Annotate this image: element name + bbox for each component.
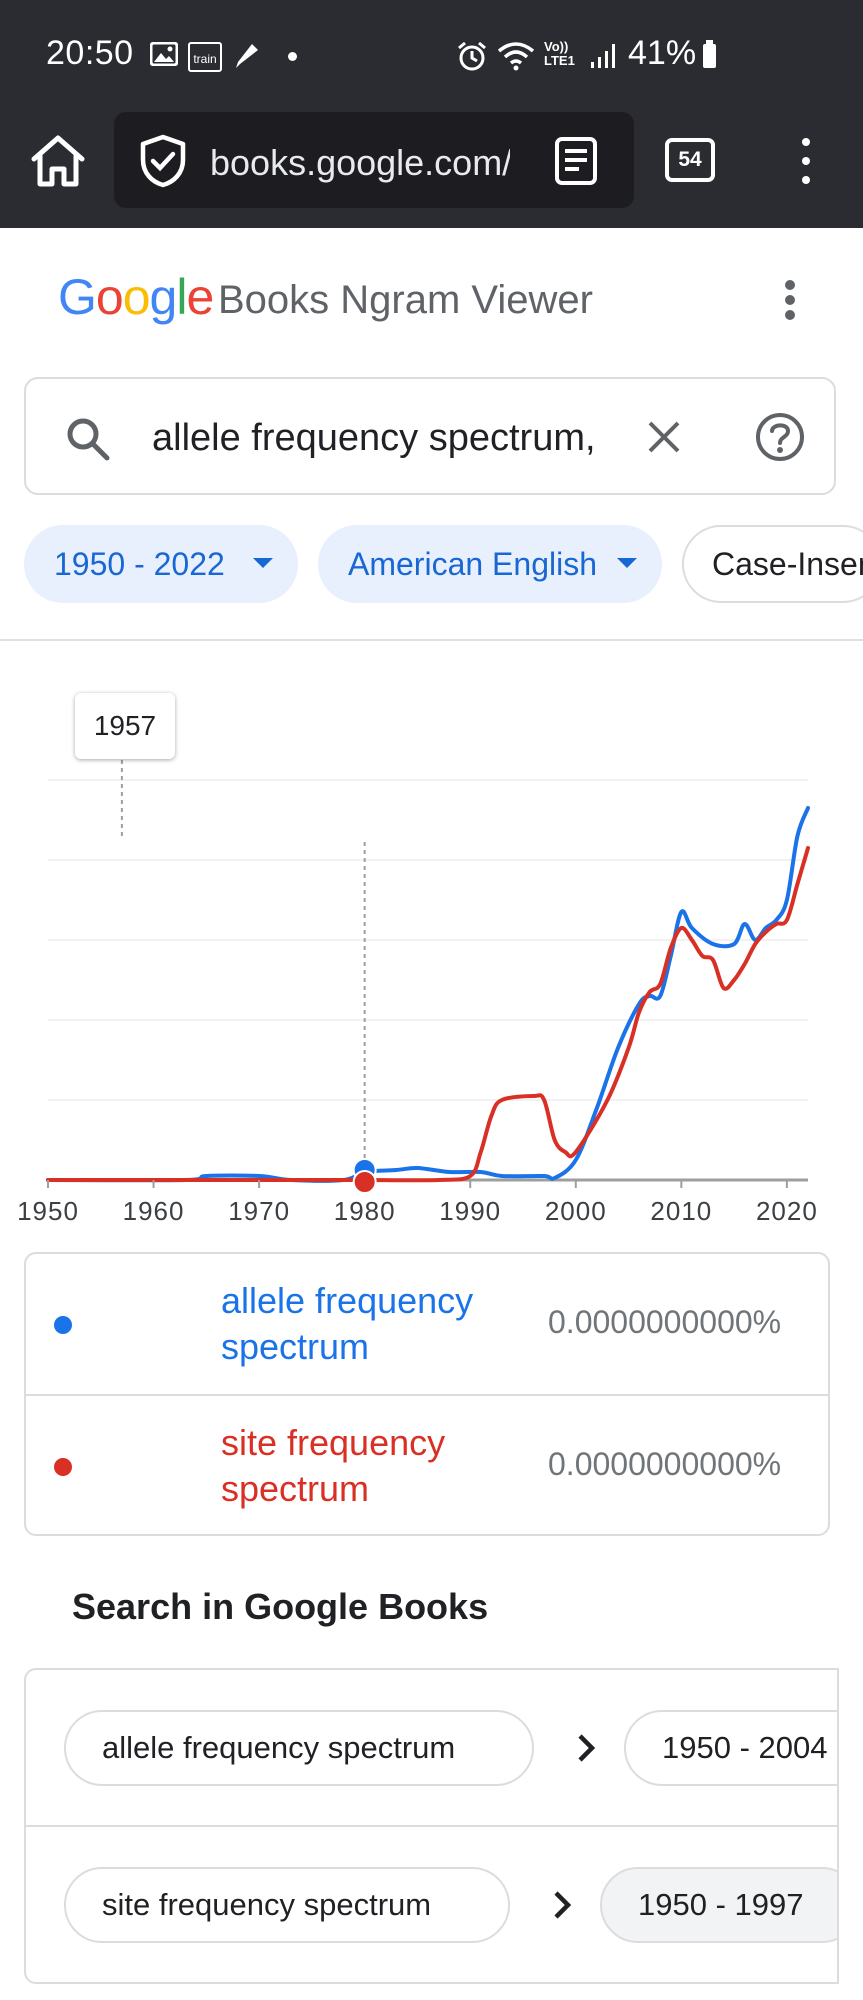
divider	[0, 639, 863, 641]
range-pill[interactable]: 1950 - 2004	[624, 1710, 837, 1786]
chevron-down-icon	[253, 558, 273, 568]
legend-row[interactable]: site frequency spectrum 0.0000000000%	[26, 1394, 828, 1536]
x-tick-label: 2000	[545, 1196, 607, 1226]
help-icon[interactable]	[754, 411, 806, 463]
volte-label-top: Vo))	[544, 39, 569, 54]
logo-letter-o-2: o	[122, 269, 151, 325]
google-logo[interactable]: Google	[58, 268, 214, 326]
hover-marker-2	[352, 1170, 377, 1194]
logo-letter-e: e	[186, 269, 214, 325]
more-options-icon[interactable]	[776, 277, 804, 323]
volte-icon: Vo)) LTE1	[544, 40, 584, 68]
query-pill[interactable]: allele frequency spectrum	[64, 1710, 534, 1786]
chart-series[interactable]	[46, 806, 810, 1183]
alarm-icon	[458, 41, 486, 71]
home-icon[interactable]	[28, 133, 88, 189]
section-heading: Search in Google Books	[72, 1586, 489, 1627]
series-line-2[interactable]	[46, 846, 810, 1183]
reader-mode-icon[interactable]	[552, 136, 600, 186]
url-bar[interactable]: books.google.com/	[114, 112, 634, 208]
chevron-right-icon	[554, 1891, 572, 1919]
dot-icon	[288, 52, 297, 61]
image-icon	[150, 42, 178, 66]
browser-menu-icon[interactable]	[792, 134, 820, 188]
query-pill[interactable]: site frequency spectrum	[64, 1867, 510, 1943]
signal-icon	[591, 44, 615, 68]
year-tooltip: 1957	[75, 693, 175, 759]
x-tick-label: 1960	[123, 1196, 185, 1226]
train-icon: train	[188, 42, 222, 72]
app-title: Books Ngram Viewer	[218, 278, 593, 322]
range-pill[interactable]: 1950 - 1997	[600, 1867, 837, 1943]
browser-chrome: 20:50 train Vo)) LTE1 41%	[0, 0, 863, 228]
x-tick-label: 1970	[228, 1196, 290, 1226]
search-input[interactable]: allele frequency spectrum,	[152, 417, 596, 459]
series-link[interactable]: site frequency spectrum	[221, 1422, 446, 1509]
chevron-right-icon	[578, 1734, 596, 1762]
year-range-chip[interactable]: 1950 - 2022	[24, 525, 298, 603]
chart-grid	[48, 779, 808, 1182]
x-tick-label: 2010	[650, 1196, 712, 1226]
x-tick-label: 1980	[334, 1196, 396, 1226]
case-label: Case-Insensitive	[712, 546, 863, 582]
books-search-row: site frequency spectrum 1950 - 1997	[26, 1825, 837, 1982]
search-box[interactable]: allele frequency spectrum,	[24, 377, 836, 495]
wifi-icon	[497, 42, 535, 71]
search-icon[interactable]	[64, 415, 112, 463]
hover-markers	[352, 1158, 377, 1194]
train-icon-label: train	[193, 52, 217, 66]
x-axis: 1950 1960 1970 1980 1990 2000 2010 2020	[17, 1180, 818, 1226]
corpus-label: American English	[348, 546, 597, 582]
battery-percent: 41%	[628, 34, 697, 72]
clear-icon[interactable]	[644, 417, 684, 457]
corpus-chip[interactable]: American English	[318, 525, 662, 603]
series-value: 0.0000000000%	[548, 1304, 782, 1340]
legend-row[interactable]: allele frequency spectrum 0.0000000000%	[26, 1254, 828, 1394]
logo-letter-g-2: g	[149, 269, 178, 325]
series-value: 0.0000000000%	[548, 1446, 782, 1482]
url-text[interactable]: books.google.com/	[210, 142, 510, 183]
series-color-dot	[54, 1316, 72, 1334]
series-color-dot	[54, 1458, 72, 1476]
shield-check-icon[interactable]	[138, 134, 188, 188]
books-search-row: allele frequency spectrum 1950 - 2004	[26, 1670, 837, 1825]
x-tick-label: 1950	[17, 1196, 79, 1226]
ngram-chart[interactable]: 1950 1960 1970 1980 1990 2000 2010 2020	[0, 660, 863, 1240]
tab-switcher-button[interactable]: 54	[665, 138, 715, 182]
logo-letter-o: o	[95, 269, 124, 325]
books-search-list: allele frequency spectrum 1950 - 2004 si…	[24, 1668, 839, 1984]
battery-icon-cap	[706, 40, 713, 44]
x-tick-label: 1990	[439, 1196, 501, 1226]
x-tick-label: 2020	[756, 1196, 818, 1226]
logo-letter-g: G	[58, 269, 97, 325]
series-link[interactable]: allele frequency spectrum	[221, 1280, 474, 1367]
pen-icon	[236, 44, 258, 68]
year-range-label: 1950 - 2022	[54, 546, 225, 582]
series-line-1[interactable]	[46, 806, 810, 1183]
legend-table: allele frequency spectrum 0.0000000000% …	[24, 1252, 830, 1536]
volte-label-bottom: LTE1	[544, 53, 575, 68]
chevron-down-icon	[617, 558, 637, 568]
battery-icon	[703, 44, 716, 68]
logo-letter-l: l	[176, 269, 187, 325]
status-time: 20:50	[46, 34, 134, 72]
case-sensitivity-chip[interactable]: Case-Insensitive	[682, 525, 863, 603]
